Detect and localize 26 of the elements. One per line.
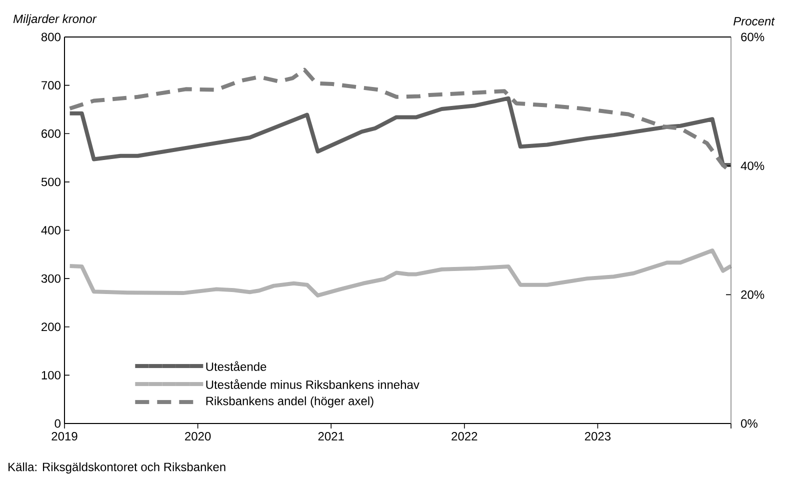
x-tick-label: 2020: [185, 432, 211, 441]
y2-tick-label: 40%: [740, 162, 764, 170]
legend-label: Utestående: [206, 361, 266, 371]
y2-tick-label: 0%: [741, 419, 758, 428]
x-tick-label: 2022: [452, 432, 478, 441]
x-tick-label: 2023: [584, 432, 611, 441]
y-tick-label: 700: [42, 81, 60, 90]
y2-tick-label: 20%: [741, 290, 764, 299]
y-axis-title: Miljarder kronor: [13, 14, 97, 26]
y-tick-label: 800: [41, 32, 60, 42]
y-tick-label: 200: [42, 322, 60, 332]
y-tick-label: 100: [42, 370, 60, 380]
y-tick-label: 0: [54, 419, 61, 428]
y-tick-label: 400: [41, 226, 60, 234]
line-series: [68, 96, 734, 168]
x-tick-label: 2019: [52, 432, 78, 441]
legend-label: Riksbankens andel (höger axel): [206, 396, 374, 408]
y2-tick-label: 60%: [741, 32, 764, 42]
legend-label: Utestående minus Riksbankens innehav: [206, 379, 420, 389]
line-series: [68, 248, 734, 298]
y-tick-label: 500: [41, 178, 60, 186]
x-tick-label: 2021: [318, 432, 344, 441]
y-tick-label: 300: [41, 274, 60, 283]
y-tick-label: 600: [42, 129, 60, 138]
text: Källa: Riksgäldskontoret och Riksbanken: [8, 462, 226, 474]
y2-axis-title: Procent: [734, 17, 775, 26]
